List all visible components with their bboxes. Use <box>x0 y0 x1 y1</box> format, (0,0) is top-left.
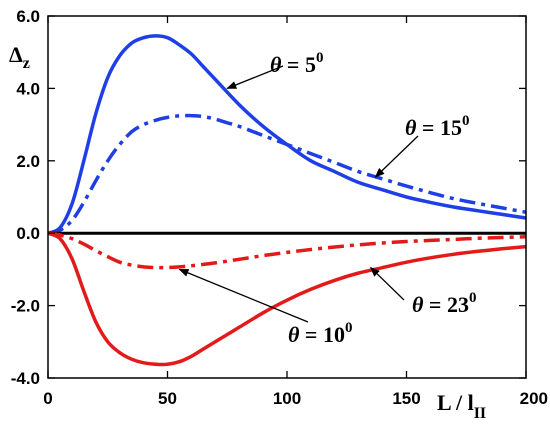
y-axis-title: Δz <box>9 42 30 72</box>
y-tick-label-4_0: 4.0 <box>16 79 40 98</box>
annotation-theta-10-arrow <box>178 268 309 323</box>
x-tick-label-150: 150 <box>392 389 420 408</box>
annotation-theta-5-label: θ = 50 <box>270 50 323 77</box>
y-axis-title-main: Δ <box>9 42 23 67</box>
annotation-theta-23-arrow <box>369 266 405 301</box>
y-axis-title-sub: z <box>23 55 30 72</box>
annotation-theta-23-label: θ = 230 <box>412 290 476 317</box>
ticks-layer <box>47 15 527 379</box>
annotation-theta-10-label: θ = 100 <box>288 320 352 347</box>
x-axis-title-main: L / l <box>437 390 474 415</box>
series-layer <box>47 34 527 367</box>
x-axis-title-sub: II <box>474 405 486 422</box>
x-tick-label-50: 50 <box>158 389 177 408</box>
annotation-theta-15-arrow <box>374 135 419 178</box>
annotation-theta-15-label: θ = 150 <box>405 113 469 140</box>
tick-labels-layer: 0 50 100 150 200 6.0 4.0 2.0 0.0 -2.0 -4.0 <box>11 7 548 408</box>
series-line-theta-23 <box>47 231 527 270</box>
x-tick-label-200: 200 <box>520 389 548 408</box>
y-tick-label-neg4_0: -4.0 <box>11 369 40 388</box>
annotation-theta-5-arrow <box>226 65 284 90</box>
y-tick-label-neg2_0: -2.0 <box>11 297 40 316</box>
x-tick-label-100: 100 <box>273 389 301 408</box>
series-line-theta-5 <box>47 34 527 235</box>
y-tick-label-6_0: 6.0 <box>16 7 40 26</box>
y-tick-label-0_0: 0.0 <box>16 224 40 243</box>
series-line-theta-10 <box>47 231 527 367</box>
x-axis-title: L / lII <box>437 390 486 422</box>
annotation-layer: θ = 50 θ = 150 θ = 230 θ = 100 <box>178 50 476 347</box>
x-tick-label-0: 0 <box>43 389 52 408</box>
y-tick-label-2_0: 2.0 <box>16 152 40 171</box>
